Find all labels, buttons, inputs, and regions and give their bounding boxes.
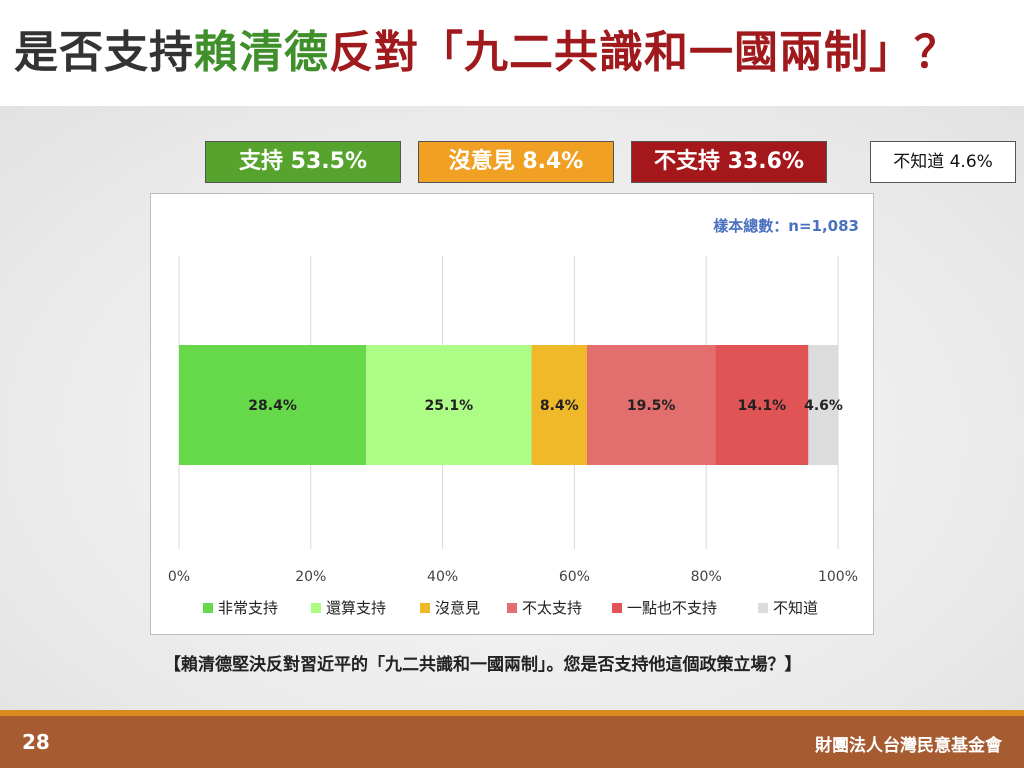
chart-panel: 樣本總數：n=1,083 28.4% 25.1% 8.4% 19.5% 14.1% 4.6… (150, 193, 874, 635)
bar-segment (366, 345, 532, 465)
legend-label: 非常支持 (218, 599, 278, 617)
legend-swatch (758, 603, 768, 613)
survey-question: 【賴清德堅決反對習近平的「九二共識和一國兩制」。您是否支持他這個政策立場？】 (164, 655, 802, 675)
x-tick-label: 80% (691, 569, 722, 585)
summary-oppose-box: 不支持 33.6% (631, 141, 827, 183)
page-title: 是否支持賴清德反對「九二共識和一國兩制」？ (14, 18, 959, 88)
bar-data-label: 14.1% (738, 398, 787, 414)
title-part-topic: 反對「九二共識和一國兩制」？ (329, 27, 959, 78)
legend-swatch (612, 603, 622, 613)
bar-segment (586, 345, 716, 465)
summary-support-box: 支持 53.5% (205, 141, 401, 183)
bar-data-label: 25.1% (425, 398, 474, 414)
bar-data-label: 19.5% (627, 398, 676, 414)
x-tick-label: 40% (427, 569, 458, 585)
bar-data-label: 4.6% (804, 398, 843, 414)
title-part-name: 賴清德 (194, 27, 329, 78)
bar-segment (179, 345, 367, 465)
legend-label: 沒意見 (435, 599, 480, 617)
legend-swatch (420, 603, 430, 613)
legend-swatch (203, 603, 213, 613)
bar-segment (531, 345, 587, 465)
stacked-bar-chart: 樣本總數：n=1,083 28.4% 25.1% 8.4% 19.5% 14.1% 4.6… (168, 217, 859, 617)
bar-segment (808, 345, 839, 465)
footer-bar: 28 財團法人台灣民意基金會 (0, 716, 1024, 768)
legend-label: 一點也不支持 (627, 599, 717, 617)
x-tick-label: 60% (559, 569, 590, 585)
x-tick-label: 20% (295, 569, 326, 585)
page-number: 28 (22, 730, 50, 754)
legend-swatch (311, 603, 321, 613)
bar-segment (715, 345, 809, 465)
bar-data-label: 28.4% (248, 398, 297, 414)
organization-name: 財團法人台灣民意基金會 (815, 736, 1002, 756)
x-tick-label: 100% (818, 569, 858, 585)
summary-no-opinion-box: 沒意見 8.4% (418, 141, 614, 183)
legend-label: 不知道 (773, 599, 818, 617)
x-tick-label: 0% (168, 569, 190, 585)
summary-dont-know-box: 不知道 4.6% (870, 141, 1016, 183)
bar-data-label: 8.4% (540, 398, 579, 414)
legend-label: 還算支持 (326, 599, 386, 617)
sample-size-note: 樣本總數：n=1,083 (713, 217, 859, 235)
title-part-question: 是否支持 (14, 27, 194, 78)
legend-swatch (507, 603, 517, 613)
legend-label: 不太支持 (522, 599, 582, 617)
footer-accent-line (0, 710, 1024, 716)
